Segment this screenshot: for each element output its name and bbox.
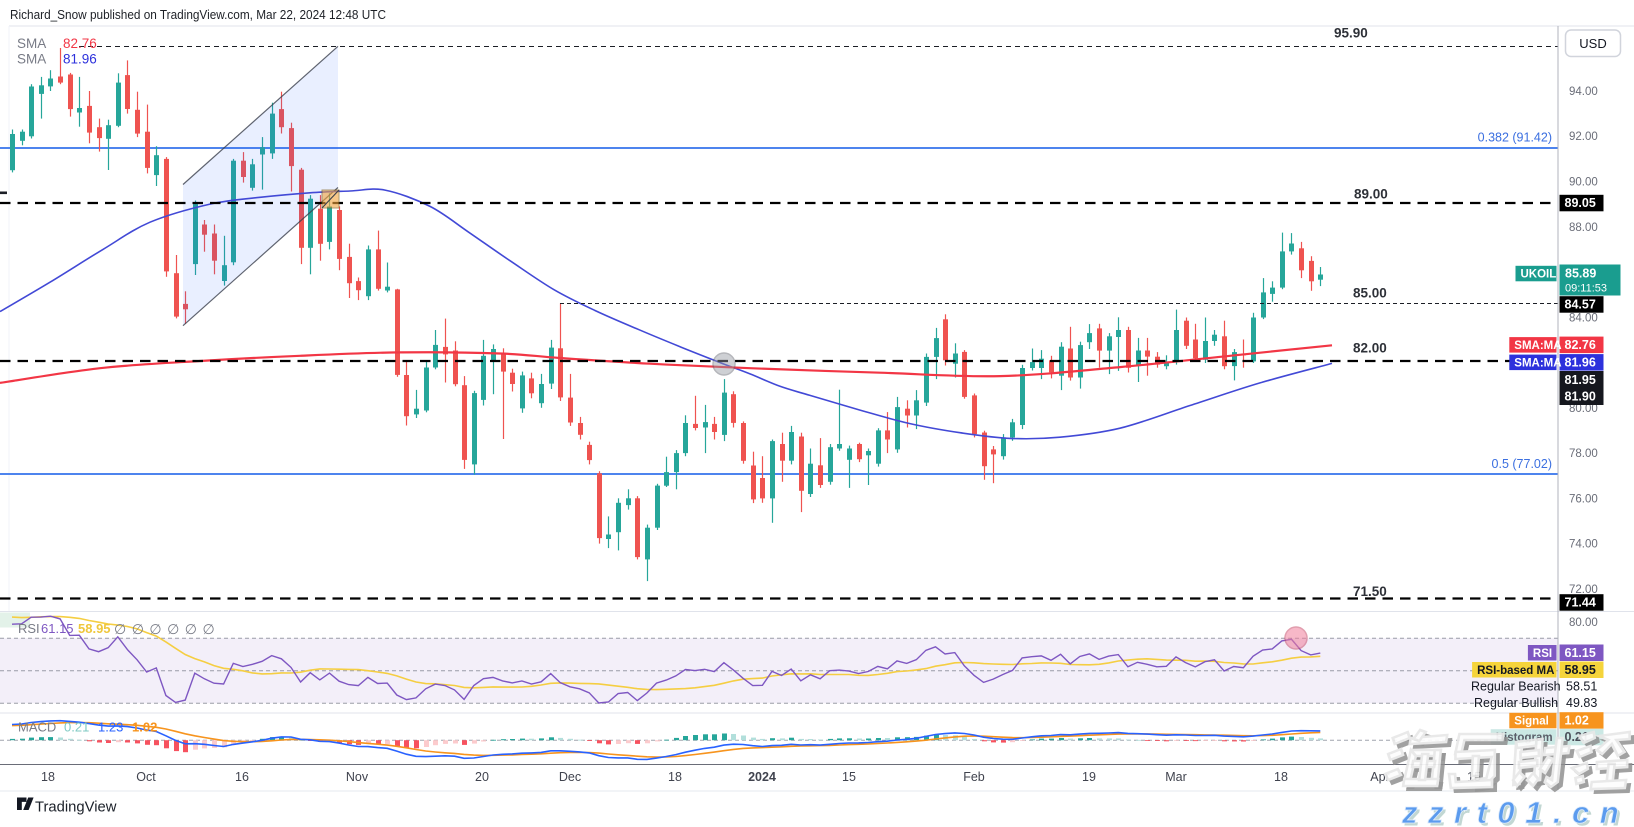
svg-text:85.89: 85.89 <box>1565 267 1596 281</box>
svg-text:0.382 (91.42): 0.382 (91.42) <box>1478 131 1552 145</box>
svg-text:SMA:MA: SMA:MA <box>1514 357 1561 369</box>
svg-text:58.51: 58.51 <box>1566 680 1597 694</box>
svg-text:Regular Bearish: Regular Bearish <box>1471 680 1561 694</box>
svg-text:20: 20 <box>475 770 489 784</box>
svg-text:UKOIL: UKOIL <box>1521 269 1557 281</box>
svg-text:92.00: 92.00 <box>1569 131 1598 143</box>
svg-text:Dec: Dec <box>559 770 581 784</box>
svg-text:61.15: 61.15 <box>41 621 74 636</box>
svg-text:82.00: 82.00 <box>1353 341 1387 356</box>
svg-text:SMA: SMA <box>17 52 46 67</box>
svg-text:09:11:53: 09:11:53 <box>1565 283 1607 295</box>
svg-text:80.00: 80.00 <box>1569 617 1598 629</box>
svg-text:84.00: 84.00 <box>1569 312 1598 324</box>
svg-text:RSI: RSI <box>18 621 40 636</box>
svg-text:TradingView: TradingView <box>35 800 117 816</box>
svg-text:0.21: 0.21 <box>64 720 89 735</box>
svg-text:81.95: 81.95 <box>1565 373 1596 387</box>
svg-text:15: 15 <box>842 770 856 784</box>
svg-text:80.00: 80.00 <box>1569 403 1598 415</box>
svg-text:19: 19 <box>1082 770 1096 784</box>
svg-text:SMA: SMA <box>17 36 46 51</box>
svg-text:81.96: 81.96 <box>1565 356 1596 370</box>
svg-text:RSI: RSI <box>1533 648 1552 660</box>
svg-text:90.00: 90.00 <box>1569 177 1598 189</box>
svg-text:Feb: Feb <box>963 770 985 784</box>
svg-text:18: 18 <box>1274 770 1288 784</box>
svg-text:18: 18 <box>668 770 682 784</box>
svg-text:1.23: 1.23 <box>98 720 123 735</box>
svg-text:71.50: 71.50 <box>1353 584 1387 599</box>
svg-text:∅∅∅∅∅∅: ∅∅∅∅∅∅ <box>114 621 220 637</box>
svg-text:58.95: 58.95 <box>78 621 111 636</box>
svg-text:58.95: 58.95 <box>1565 663 1596 677</box>
svg-text:16: 16 <box>235 770 249 784</box>
svg-text:Richard_Snow published on Trad: Richard_Snow published on TradingView.co… <box>10 7 386 22</box>
svg-text:Mar: Mar <box>1165 770 1187 784</box>
svg-text:82.76: 82.76 <box>63 36 97 51</box>
svg-text:1.02: 1.02 <box>1565 714 1589 728</box>
svg-text:Regular Bullish: Regular Bullish <box>1474 696 1558 710</box>
svg-text:zzrt01.cn: zzrt01.cn <box>1401 795 1629 827</box>
svg-text:89.00: 89.00 <box>1354 187 1388 202</box>
svg-text:88.00: 88.00 <box>1569 222 1598 234</box>
svg-text:Oct: Oct <box>136 770 156 784</box>
svg-text:95.90: 95.90 <box>1334 26 1368 41</box>
svg-text:18: 18 <box>41 770 55 784</box>
svg-text:0.5 (77.02): 0.5 (77.02) <box>1492 457 1552 471</box>
svg-text:82.76: 82.76 <box>1565 338 1596 352</box>
svg-text:zzrt01.cn: zzrt01.cn <box>1404 798 1632 827</box>
svg-text:94.00: 94.00 <box>1569 86 1598 98</box>
svg-text:76.00: 76.00 <box>1569 493 1598 505</box>
svg-text:2024: 2024 <box>748 770 776 784</box>
svg-text:61.15: 61.15 <box>1565 646 1596 660</box>
svg-text:1.02: 1.02 <box>132 720 157 735</box>
svg-text:72.00: 72.00 <box>1569 584 1598 596</box>
svg-text:Signal: Signal <box>1514 716 1549 728</box>
svg-text:81.90: 81.90 <box>1565 390 1596 404</box>
svg-text:84.57: 84.57 <box>1565 298 1596 312</box>
svg-text:SMA:MA: SMA:MA <box>1514 340 1561 352</box>
svg-text:81.96: 81.96 <box>63 52 97 67</box>
svg-text:Nov: Nov <box>346 770 369 784</box>
svg-text:RSI-based MA: RSI-based MA <box>1477 665 1554 677</box>
svg-text:USD: USD <box>1579 36 1606 51</box>
svg-text:85.00: 85.00 <box>1353 286 1387 301</box>
svg-text:49.83: 49.83 <box>1566 696 1597 710</box>
svg-text:78.00: 78.00 <box>1569 448 1598 460</box>
svg-text:74.00: 74.00 <box>1569 539 1598 551</box>
svg-text:MACD: MACD <box>18 720 56 735</box>
svg-text:89.05: 89.05 <box>1565 196 1596 210</box>
svg-text:71.44: 71.44 <box>1565 596 1596 610</box>
